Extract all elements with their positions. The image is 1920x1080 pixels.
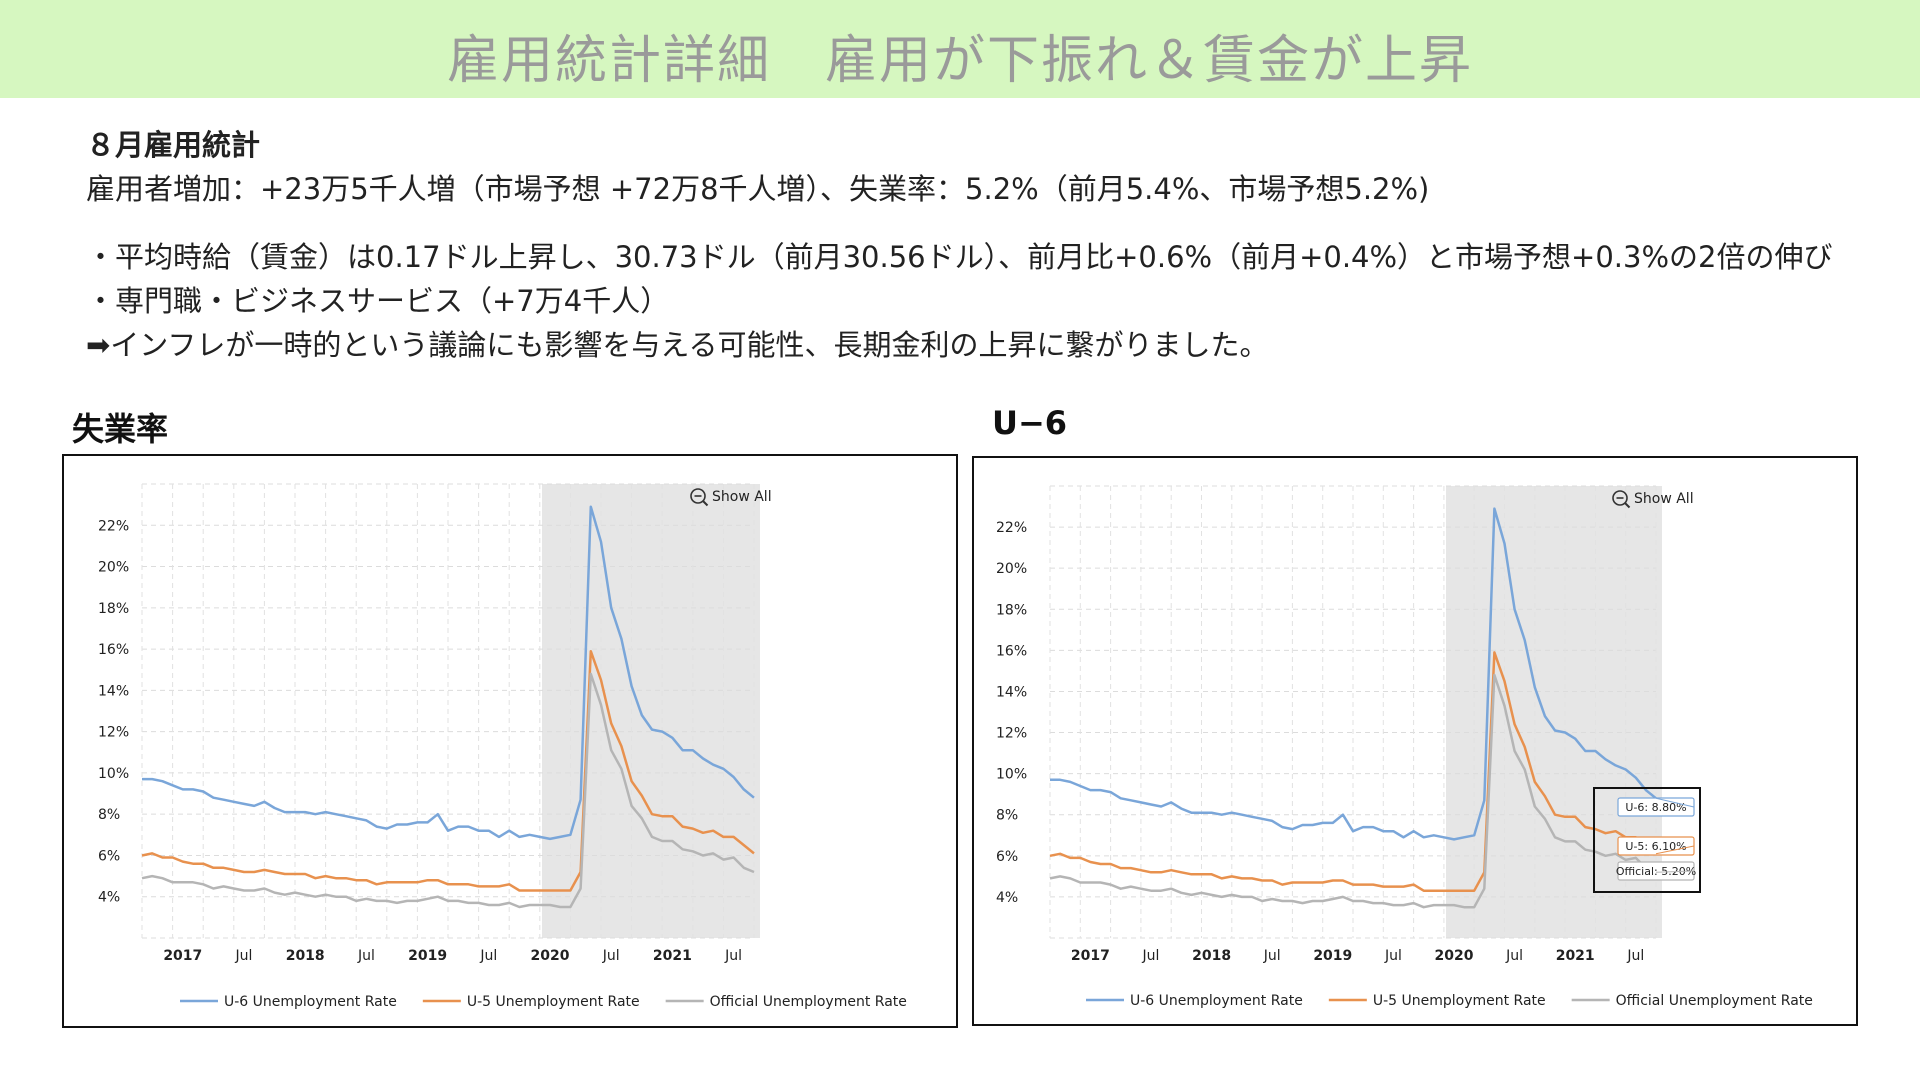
x-tick-label: 2018 <box>1192 948 1231 964</box>
y-tick-label: 4% <box>98 890 120 906</box>
x-tick-label: 2017 <box>163 948 202 964</box>
right-chart-svg: 4% 6% 8% 10% 12% 14% 16% 18% 20% 22% 2017 Jul 2018 Ju… <box>996 485 1813 1009</box>
y-tick-label: 14% <box>98 683 129 699</box>
zoom-out-icon-handle <box>1624 502 1631 509</box>
y-tick-label: 14% <box>996 684 1027 700</box>
x-tick-label: 2021 <box>1556 948 1595 964</box>
y-tick-label: 6% <box>98 848 120 864</box>
x-tick-label: Jul <box>724 948 742 964</box>
y-tick-label: 12% <box>996 726 1027 742</box>
series-line-official <box>141 672 755 909</box>
series-line-official <box>1049 673 1657 909</box>
show-all-label: Show All <box>712 489 772 505</box>
bullet-wages: ・平均時給（賃金）は0.17ドル上昇し、30.73ドル（前月30.56ドル）、前… <box>86 240 1833 274</box>
highlight-region <box>542 484 760 938</box>
series-line-u6 <box>142 505 755 841</box>
y-tick-label: 18% <box>98 601 129 617</box>
tooltip-frame <box>1593 787 1701 893</box>
x-tick-label: 2021 <box>653 948 692 964</box>
y-tick-label: 16% <box>98 642 129 658</box>
zoom-out-icon-handle <box>702 500 709 507</box>
x-tick-label: Jul <box>357 948 375 964</box>
tooltip-text-official: Official: 5.20% <box>1616 865 1696 878</box>
page-title: 雇用統計詳細 雇用が下振れ＆賃金が上昇 <box>446 31 1473 91</box>
x-tick-label: Jul <box>235 948 253 964</box>
x-tick-label: Jul <box>479 948 497 964</box>
conclusion-line: ➡インフレが一時的という議論にも影響を与える可能性、長期金利の上昇に繋がりました… <box>86 328 1269 362</box>
y-tick-label: 4% <box>996 890 1018 906</box>
left-chart-panel: 4% 6% 8% 10% 12% 14% 16% 18% 20% 22% 2017 Jul 2018 Ju… <box>62 454 958 1028</box>
y-tick-label: 12% <box>98 725 129 741</box>
show-all-button[interactable]: Show All <box>690 488 772 507</box>
y-tick-label: 18% <box>996 602 1027 618</box>
tooltip-pointer-u6 <box>1655 797 1695 808</box>
right-chart-title: U−6 <box>992 404 1068 442</box>
x-tick-label: 2020 <box>1435 948 1474 964</box>
summary-heading: ８月雇用統計 <box>86 128 261 162</box>
legend-label-u6: U-6 Unemployment Rate <box>224 994 397 1010</box>
x-tick-label: 2019 <box>1313 948 1352 964</box>
show-all-button[interactable]: Show All <box>1612 490 1694 509</box>
x-tick-label: Jul <box>1505 948 1523 964</box>
x-tick-label: Jul <box>1384 948 1402 964</box>
tooltip-text-u6: U-6: 8.80% <box>1625 801 1686 814</box>
zoom-out-icon <box>1612 490 1628 506</box>
tooltip-pointer-official <box>1655 870 1695 873</box>
x-tick-label: 2020 <box>531 948 570 964</box>
legend-label-u5: U-5 Unemployment Rate <box>1373 993 1546 1009</box>
y-tick-label: 22% <box>98 518 129 534</box>
left-chart-title: 失業率 <box>72 410 169 448</box>
legend-label-official: Official Unemployment Rate <box>1616 993 1813 1009</box>
tooltip-pointer-u5 <box>1655 845 1695 855</box>
bullet-services: ・専門職・ビジネスサービス（+7万4千人） <box>86 284 670 318</box>
legend-label-u5: U-5 Unemployment Rate <box>467 994 640 1010</box>
right-chart-panel: 4% 6% 8% 10% 12% 14% 16% 18% 20% 22% 2017 Jul 2018 Ju… <box>972 456 1858 1026</box>
legend-label-official: Official Unemployment Rate <box>710 994 907 1010</box>
y-tick-label: 6% <box>996 849 1018 865</box>
y-tick-label: 10% <box>996 767 1027 783</box>
y-tick-label: 8% <box>996 808 1018 824</box>
x-tick-label: 2017 <box>1071 948 1110 964</box>
y-tick-label: 20% <box>98 560 129 576</box>
summary-line: 雇用者増加：+23万5千人増（市場予想 +72万8千人増）、失業率：5.2%（前… <box>86 172 1430 206</box>
tooltip-text-u5: U-5: 6.10% <box>1625 840 1686 853</box>
header-banner: 雇用統計詳細 雇用が下振れ＆賃金が上昇 <box>0 0 1920 98</box>
series-line-u5 <box>141 649 755 892</box>
x-tick-label: 2019 <box>408 948 447 964</box>
x-tick-label: 2018 <box>286 948 325 964</box>
legend-label-u6: U-6 Unemployment Rate <box>1130 993 1303 1009</box>
y-tick-label: 10% <box>98 766 129 782</box>
x-tick-label: Jul <box>1263 948 1281 964</box>
y-tick-label: 16% <box>996 643 1027 659</box>
x-tick-label: Jul <box>1142 948 1160 964</box>
zoom-out-icon <box>690 488 706 504</box>
left-chart-svg: 4% 6% 8% 10% 12% 14% 16% 18% 20% 22% 2017 Jul 2018 Ju… <box>98 483 907 1010</box>
x-tick-label: Jul <box>1626 948 1644 964</box>
y-tick-label: 8% <box>98 807 120 823</box>
tooltip-group: U-6: 8.80% U-5: 6.10% Official: 5.20% <box>1593 787 1701 893</box>
y-tick-label: 22% <box>996 520 1027 536</box>
y-tick-label: 20% <box>996 561 1027 577</box>
x-tick-label: Jul <box>602 948 620 964</box>
show-all-label: Show All <box>1634 491 1694 507</box>
series-line-u6 <box>1050 507 1657 841</box>
series-line-u5 <box>1049 651 1657 892</box>
